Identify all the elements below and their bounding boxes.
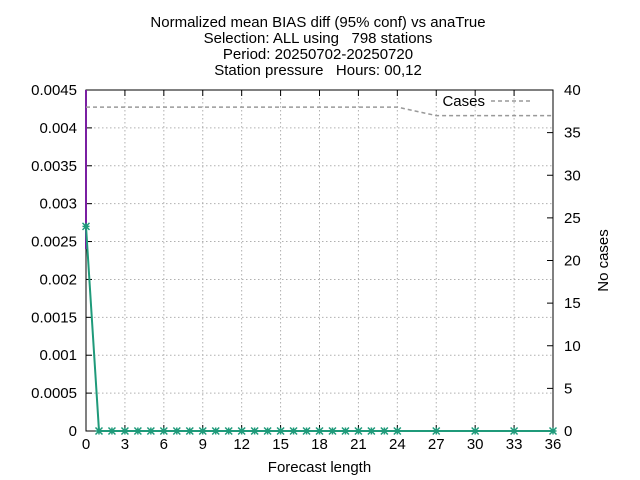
x-axis-label: Forecast length	[268, 459, 371, 476]
plot-frame	[85, 89, 554, 432]
y2-tick-label: 20	[564, 253, 581, 270]
data-point-marker	[276, 426, 285, 436]
y-tick-label: 0.0045	[31, 82, 77, 99]
x-tick-label: 3	[121, 436, 129, 453]
data-point-marker	[315, 426, 324, 436]
data-point-marker	[289, 426, 298, 436]
y2-tick-label: 40	[564, 82, 581, 99]
y-tick-label: 0.0025	[31, 234, 77, 251]
data-point-marker	[548, 426, 558, 436]
x-tick-label: 27	[428, 436, 445, 453]
y-tick-label: 0.003	[39, 196, 77, 213]
title-line: Normalized mean BIAS diff (95% conf) vs …	[150, 14, 485, 31]
y2-tick-label: 0	[564, 423, 572, 440]
data-point-marker	[133, 426, 142, 436]
x-tick-label: 24	[389, 436, 406, 453]
y2-tick-label: 15	[564, 295, 581, 312]
x-tick-label: 18	[311, 436, 328, 453]
x-tick-label: 0	[82, 436, 90, 453]
y-tick-label: 0.002	[39, 271, 77, 288]
y2-tick-label: 10	[564, 338, 581, 355]
data-point-marker	[198, 426, 207, 436]
title-line: Station pressure Hours: 00,12	[214, 62, 422, 79]
data-point-marker	[94, 426, 104, 436]
x-tick-label: 9	[199, 436, 207, 453]
data-point-marker	[120, 426, 129, 436]
y2-tick-label: 35	[564, 125, 581, 142]
data-point-marker	[224, 426, 233, 436]
y-tick-label: 0.0035	[31, 158, 77, 175]
data-point-marker	[107, 426, 116, 436]
data-point-marker	[471, 426, 480, 436]
x-tick-label: 21	[350, 436, 367, 453]
legend: Cases	[442, 93, 530, 110]
series-layer	[81, 90, 558, 436]
x-tick-label: 33	[506, 436, 523, 453]
y-tick-label: 0	[69, 423, 77, 440]
chart-title: Normalized mean BIAS diff (95% conf) vs …	[150, 14, 485, 79]
data-point-marker	[211, 426, 220, 436]
y-tick-label: 0.001	[39, 347, 77, 364]
data-point-marker	[250, 426, 259, 436]
y2-tick-label: 30	[564, 167, 581, 184]
y2-axis-label: No cases	[595, 229, 612, 292]
cases-line	[86, 106, 553, 117]
bias-line	[85, 226, 553, 432]
x-tick-label: 15	[272, 436, 289, 453]
y2-tick-label: 25	[564, 210, 581, 227]
y-tick-label: 0.0015	[31, 309, 77, 326]
data-point-marker	[380, 426, 389, 436]
data-point-marker	[172, 426, 181, 436]
x-tick-label: 30	[467, 436, 484, 453]
title-line: Selection: ALL using 798 stations	[204, 30, 433, 47]
x-tick-label: 12	[233, 436, 250, 453]
data-point-marker	[354, 426, 363, 436]
data-point-marker	[393, 426, 402, 436]
data-point-marker	[302, 426, 311, 436]
data-point-marker	[367, 426, 376, 436]
data-point-marker	[159, 426, 168, 436]
data-point-marker	[341, 426, 350, 436]
grid-layer	[86, 90, 553, 431]
data-point-marker	[328, 426, 337, 436]
legend-label: Cases	[442, 93, 485, 110]
y2-tick-label: 5	[564, 380, 572, 397]
data-point-marker	[432, 426, 441, 436]
data-point-marker	[81, 222, 91, 231]
x-tick-label: 36	[545, 436, 562, 453]
y-tick-label: 0.004	[39, 120, 77, 137]
title-line: Period: 20250702-20250720	[223, 46, 413, 63]
data-point-marker	[510, 426, 519, 436]
data-point-marker	[185, 426, 194, 436]
data-point-marker	[146, 426, 155, 436]
x-tick-label: 6	[160, 436, 168, 453]
data-point-marker	[237, 426, 246, 436]
data-point-marker	[263, 426, 272, 436]
y-tick-label: 0.0005	[31, 385, 77, 402]
